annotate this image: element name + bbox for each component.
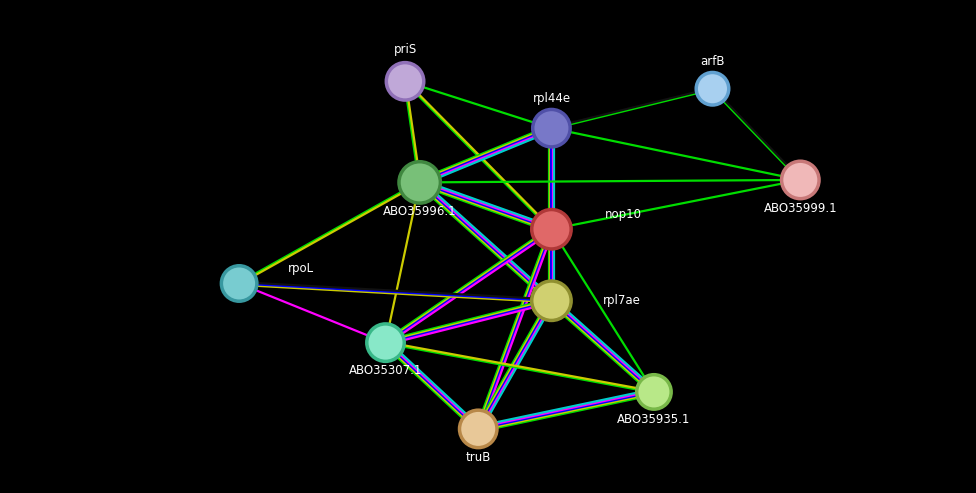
Text: ABO35996.1: ABO35996.1 (383, 205, 457, 217)
Ellipse shape (222, 266, 257, 301)
Ellipse shape (532, 281, 571, 320)
Ellipse shape (533, 109, 570, 147)
Ellipse shape (696, 72, 729, 105)
Text: priS: priS (393, 43, 417, 56)
Text: arfB: arfB (700, 55, 725, 68)
Text: truB: truB (466, 451, 491, 463)
Text: ABO35307.1: ABO35307.1 (348, 364, 423, 377)
Ellipse shape (399, 162, 440, 203)
Ellipse shape (532, 210, 571, 249)
Text: ABO35935.1: ABO35935.1 (617, 413, 691, 425)
Text: rpl44e: rpl44e (532, 92, 571, 105)
Text: rpl7ae: rpl7ae (603, 294, 641, 307)
Ellipse shape (636, 375, 671, 409)
Text: rpoL: rpoL (288, 262, 314, 275)
Ellipse shape (782, 161, 819, 199)
Text: nop10: nop10 (605, 208, 642, 221)
Text: ABO35999.1: ABO35999.1 (763, 202, 837, 214)
Ellipse shape (367, 324, 404, 361)
Ellipse shape (460, 410, 497, 448)
Ellipse shape (386, 63, 424, 100)
